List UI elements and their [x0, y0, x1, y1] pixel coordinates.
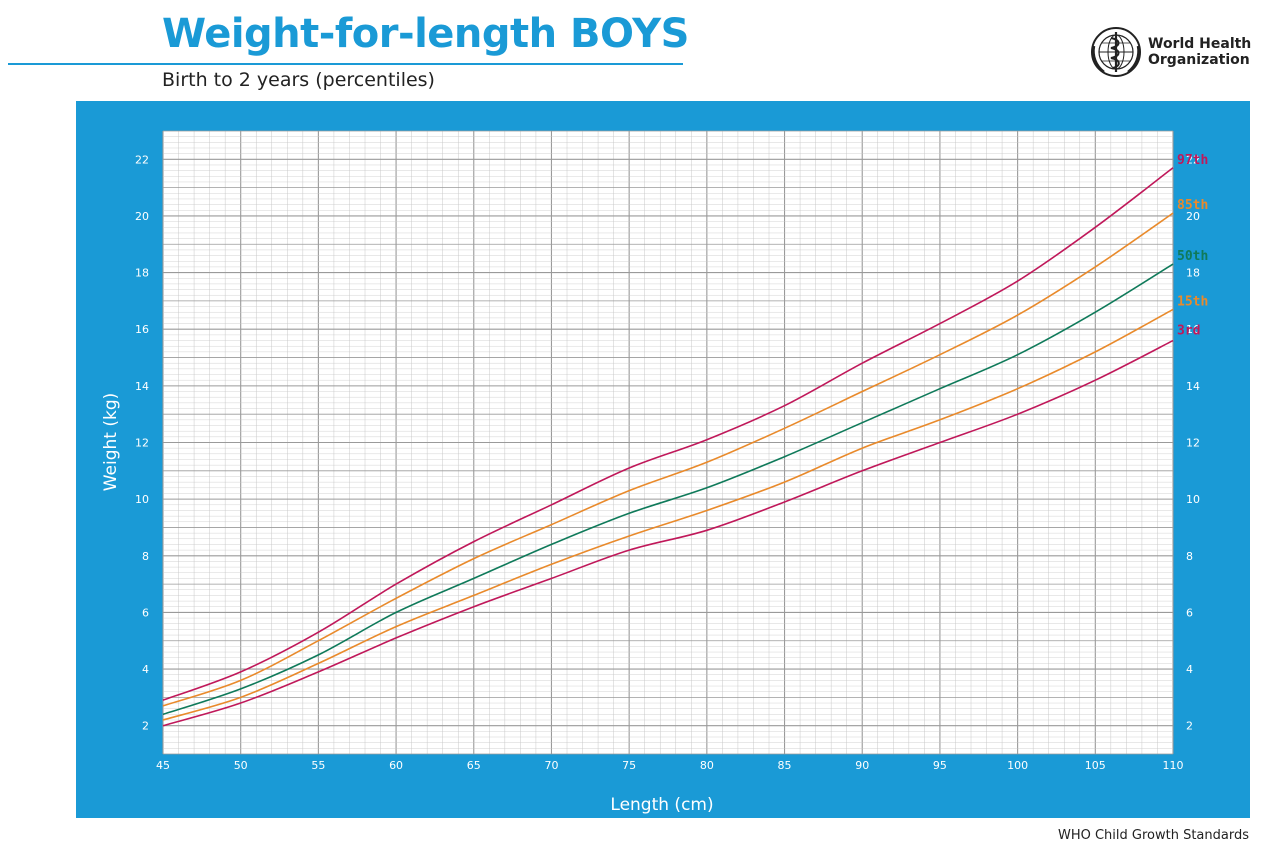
- y-tick-label-left: 6: [142, 606, 149, 619]
- x-tick-label: 55: [311, 759, 325, 772]
- who-name-line2: Organization: [1148, 52, 1250, 68]
- y-tick-label-right: 4: [1186, 663, 1193, 676]
- x-tick-label: 60: [389, 759, 403, 772]
- x-tick-label: 85: [778, 759, 792, 772]
- y-tick-label-right: 16: [1186, 323, 1200, 336]
- series-line-50th: [162, 263, 1174, 716]
- series-label-15th: 15th: [1177, 294, 1208, 309]
- x-tick-label: 45: [156, 759, 170, 772]
- y-tick-label-right: 8: [1186, 550, 1193, 563]
- page-subtitle: Birth to 2 years (percentiles): [162, 69, 435, 91]
- series-line-3rd: [162, 339, 1174, 727]
- x-tick-label: 95: [933, 759, 947, 772]
- series-label-85th: 85th: [1177, 198, 1208, 213]
- title-divider: [8, 63, 683, 65]
- y-tick-label-right: 22: [1186, 153, 1200, 166]
- y-axis-label: Weight (kg): [101, 393, 121, 492]
- x-tick-label: 65: [467, 759, 481, 772]
- series-labels: 3rd 15th 50th 85th 97th: [1177, 153, 1208, 339]
- x-tick-label: 50: [234, 759, 248, 772]
- y-tick-label-right: 20: [1186, 210, 1200, 223]
- y-tick-label-left: 20: [135, 210, 149, 223]
- x-tick-label: 80: [700, 759, 714, 772]
- who-logo: World Health Organization: [1090, 26, 1255, 78]
- y-tick-label-left: 10: [135, 493, 149, 506]
- y-tick-label-left: 16: [135, 323, 149, 336]
- series-lines: [162, 167, 1174, 727]
- x-tick-label: 75: [622, 759, 636, 772]
- x-tick-label: 105: [1085, 759, 1106, 772]
- y-tick-label-right: 14: [1186, 380, 1200, 393]
- y-tick-label-left: 2: [142, 720, 149, 733]
- grid: [162, 130, 1174, 755]
- y-tick-label-right: 12: [1186, 437, 1200, 450]
- chart-panel: 45 50 55 60 65 70 75 80 85 90 95 100 105 110 2 2 4 4 6 6 8 8 1…: [76, 101, 1250, 818]
- series-label-3rd: 3rd: [1177, 324, 1200, 339]
- y-tick-label-left: 12: [135, 437, 149, 450]
- y-tick-label-right: 18: [1186, 267, 1200, 280]
- y-tick-label-left: 22: [135, 153, 149, 166]
- y-tick-label-right: 6: [1186, 606, 1193, 619]
- series-label-50th: 50th: [1177, 249, 1208, 264]
- series-line-15th: [162, 308, 1174, 721]
- series-line-97th: [162, 167, 1174, 701]
- x-tick-label: 100: [1007, 759, 1028, 772]
- who-emblem-icon: [1091, 27, 1141, 77]
- page-title: Weight-for-length BOYS: [162, 11, 689, 57]
- y-tick-label-right: 2: [1186, 720, 1193, 733]
- y-tick-label-left: 4: [142, 663, 149, 676]
- series-label-97th: 97th: [1177, 153, 1208, 168]
- x-axis-label: Length (cm): [610, 795, 713, 815]
- x-tick-label: 90: [855, 759, 869, 772]
- x-tick-label: 110: [1163, 759, 1184, 772]
- series-line-85th: [162, 212, 1174, 707]
- y-tick-label-left: 14: [135, 380, 149, 393]
- y-tick-label-left: 8: [142, 550, 149, 563]
- footer-credit: WHO Child Growth Standards: [1057, 828, 1249, 843]
- y-tick-label-right: 10: [1186, 493, 1200, 506]
- x-tick-label: 70: [544, 759, 558, 772]
- who-name-line1: World Health: [1148, 36, 1252, 52]
- y-tick-label-left: 18: [135, 267, 149, 280]
